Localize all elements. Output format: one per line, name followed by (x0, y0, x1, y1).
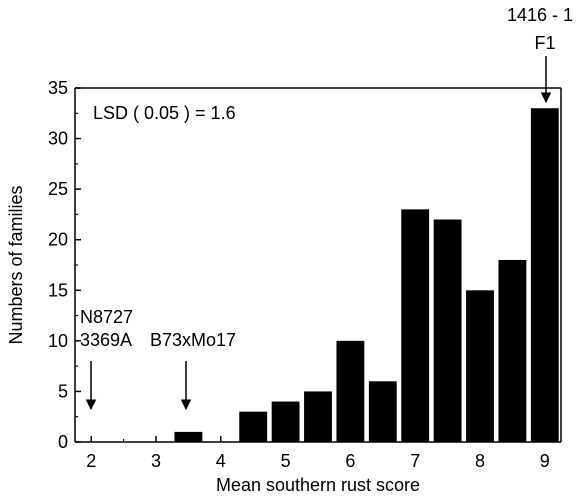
bar (174, 431, 203, 442)
bar (271, 401, 300, 442)
bar (368, 381, 397, 442)
annotation-b73xmo17: B73xMo17 (150, 330, 236, 350)
x-tick-label: 3 (151, 451, 161, 471)
y-tick-label: 0 (58, 432, 68, 452)
bar (304, 391, 332, 442)
annotation-f1: F1 (534, 33, 555, 53)
y-tick-label: 10 (48, 331, 68, 351)
y-tick-label: 5 (58, 381, 68, 401)
y-tick-label: 30 (48, 129, 68, 149)
x-tick-label: 4 (216, 451, 226, 471)
lsd-annotation: LSD ( 0.05 ) = 1.6 (93, 103, 236, 123)
bar (401, 209, 430, 442)
x-tick-label: 6 (345, 451, 355, 471)
y-tick-label: 35 (48, 78, 68, 98)
bar (498, 259, 527, 442)
y-tick-label: 15 (48, 280, 68, 300)
bar (530, 108, 559, 442)
annotation-n8727: N8727 (80, 307, 133, 327)
y-axis-ticks: 0 5 10 15 20 25 30 35 (48, 78, 81, 452)
bar (466, 290, 494, 442)
x-axis-title: Mean southern rust score (216, 475, 420, 495)
y-axis-title: Numbers of families (6, 185, 26, 344)
y-tick-label: 20 (48, 230, 68, 250)
x-tick-label: 2 (86, 451, 96, 471)
bar (433, 219, 462, 442)
bars-group (174, 108, 559, 442)
x-tick-label: 9 (540, 451, 550, 471)
x-tick-label: 8 (475, 451, 485, 471)
bar (239, 411, 268, 442)
y-tick-label: 25 (48, 179, 68, 199)
x-tick-label: 7 (410, 451, 420, 471)
annotation-1416-1: 1416 - 1 (507, 5, 573, 25)
bar (336, 340, 365, 442)
x-tick-label: 5 (281, 451, 291, 471)
annotation-3369a: 3369A (80, 330, 132, 350)
